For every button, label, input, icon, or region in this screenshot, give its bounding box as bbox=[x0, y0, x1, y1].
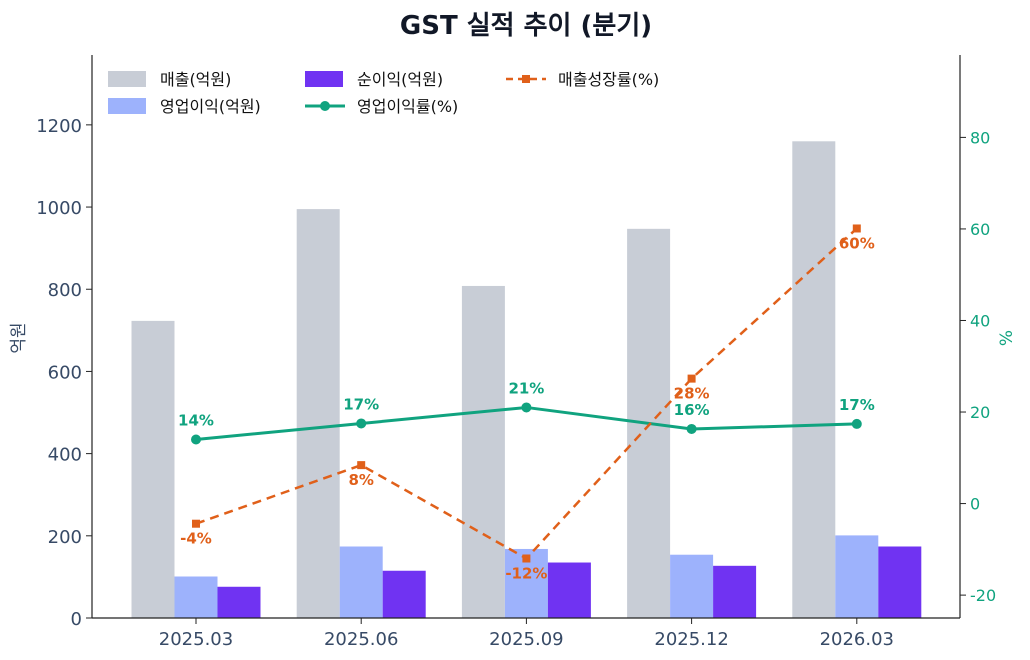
bar bbox=[547, 562, 591, 618]
x-tick-label: 2025.09 bbox=[489, 629, 563, 650]
y-right-tick-label: 40 bbox=[970, 311, 990, 330]
data-point bbox=[521, 402, 532, 413]
bar bbox=[792, 141, 836, 619]
data-label: 14% bbox=[178, 411, 214, 429]
data-label: 28% bbox=[674, 385, 710, 403]
y-tick-label: 0 bbox=[71, 609, 82, 630]
y-tick-label: 1000 bbox=[36, 198, 82, 219]
legend-label: 순이익(억원) bbox=[357, 70, 443, 89]
y-tick-label: 800 bbox=[48, 280, 82, 301]
bars-layer bbox=[131, 141, 922, 619]
y-right-tick-label: 60 bbox=[970, 220, 990, 239]
y-tick-label: 1200 bbox=[36, 116, 82, 137]
bar bbox=[878, 546, 922, 618]
legend-marker bbox=[522, 75, 530, 83]
lines-layer: 14% 17% 21% 16% 17% -4% 8% -12% 28% 60% bbox=[178, 224, 875, 582]
axes-layer: 0 200 400 600 800 1000 1200 -20 0 20 40 60 80 2025.03… bbox=[36, 55, 996, 650]
y-right-tick-label: 20 bbox=[970, 403, 990, 422]
legend: 매출(억원) 영업이익(억원) 순이익(억원) 영업이익률(%) 매출성장률(%) bbox=[108, 70, 659, 116]
data-point bbox=[356, 418, 367, 429]
bar bbox=[296, 209, 340, 618]
y-right-tick-label: 80 bbox=[970, 128, 990, 147]
legend-swatch bbox=[108, 98, 146, 114]
y-right-tick-label: -20 bbox=[970, 586, 996, 605]
bar bbox=[382, 570, 426, 618]
data-label: 60% bbox=[839, 234, 875, 252]
y-right-tick-label: 0 bbox=[970, 495, 980, 514]
bar bbox=[713, 565, 757, 618]
data-label: 8% bbox=[348, 471, 373, 489]
data-label: 17% bbox=[343, 395, 379, 413]
y-tick-label: 200 bbox=[48, 527, 82, 548]
data-point bbox=[686, 423, 697, 434]
data-point bbox=[192, 519, 200, 528]
data-point bbox=[522, 554, 531, 563]
x-tick-label: 2025.06 bbox=[324, 629, 398, 650]
data-point bbox=[687, 374, 696, 383]
bar bbox=[174, 576, 218, 618]
legend-label: 매출(억원) bbox=[160, 70, 231, 89]
data-label: -12% bbox=[505, 564, 547, 582]
bar bbox=[461, 285, 505, 618]
data-point bbox=[357, 461, 366, 470]
data-point bbox=[852, 224, 861, 233]
bar bbox=[339, 546, 383, 618]
bar bbox=[131, 320, 175, 618]
legend-marker bbox=[320, 101, 330, 111]
data-point bbox=[851, 418, 862, 429]
data-label: -4% bbox=[180, 530, 212, 548]
bar bbox=[835, 535, 879, 618]
legend-swatch bbox=[108, 71, 146, 87]
data-label: 17% bbox=[839, 396, 875, 414]
y-tick-label: 600 bbox=[48, 362, 82, 383]
x-tick-label: 2026.03 bbox=[820, 629, 894, 650]
chart-title: GST 실적 추이 (분기) bbox=[400, 11, 652, 41]
legend-swatch bbox=[305, 71, 343, 87]
x-tick-label: 2025.03 bbox=[159, 629, 233, 650]
data-label: 16% bbox=[674, 401, 710, 419]
x-tick-label: 2025.12 bbox=[654, 629, 728, 650]
data-label: 21% bbox=[508, 379, 544, 397]
y-axis-right-label: % bbox=[997, 330, 1017, 346]
y-axis-label: 억원 bbox=[9, 322, 29, 353]
legend-label: 영업이익률(%) bbox=[357, 97, 458, 116]
bar bbox=[670, 554, 714, 618]
data-point bbox=[191, 434, 201, 445]
bar bbox=[217, 586, 261, 618]
y-tick-label: 400 bbox=[48, 445, 82, 466]
legend-label: 매출성장률(%) bbox=[558, 70, 659, 89]
legend-label: 영업이익(억원) bbox=[160, 97, 261, 116]
